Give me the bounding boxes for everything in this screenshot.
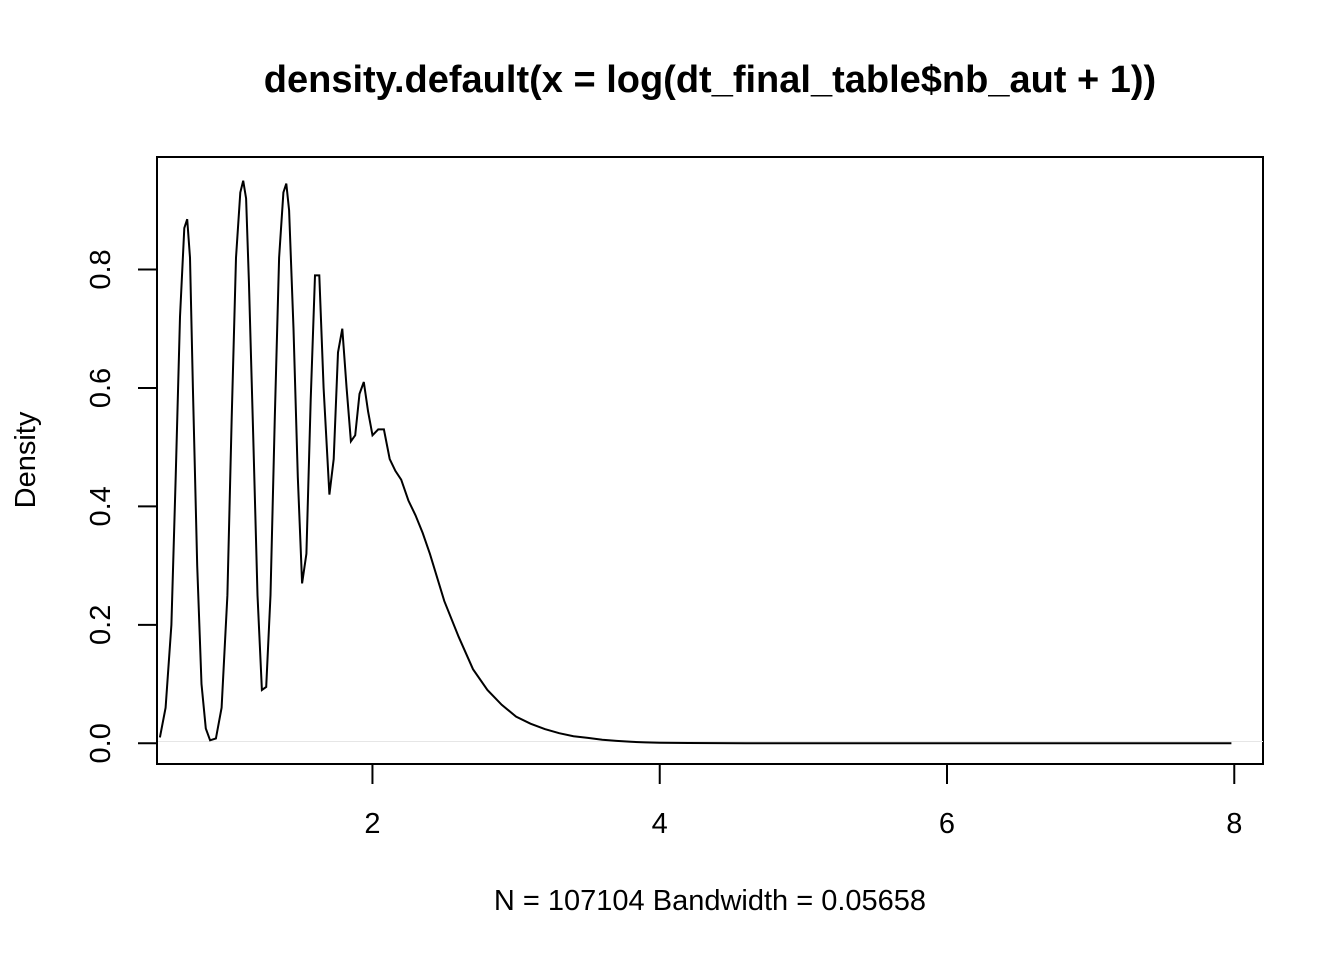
x-tick-label: 6 xyxy=(939,808,955,840)
y-tick-label: 0.6 xyxy=(85,368,117,408)
x-axis: 2 4 6 8 xyxy=(364,763,1242,840)
y-axis: 0.0 0.2 0.4 0.6 0.8 xyxy=(85,249,158,763)
x-tick-label: 2 xyxy=(364,808,380,840)
y-tick-label: 0.0 xyxy=(85,723,117,763)
x-axis-label: N = 107104 Bandwidth = 0.05658 xyxy=(494,885,926,917)
plot-frame xyxy=(156,156,1264,765)
y-tick-label: 0.8 xyxy=(85,249,117,289)
x-tick-label: 8 xyxy=(1226,808,1242,840)
chart-title: density.default(x = log(dt_final_table$n… xyxy=(264,59,1156,101)
x-tick-label: 4 xyxy=(652,808,668,840)
density-curve-line xyxy=(158,180,1232,745)
y-tick-label: 0.2 xyxy=(85,605,117,645)
y-axis-label: Density xyxy=(10,411,42,508)
density-curve-layer xyxy=(158,180,1232,745)
y-tick-label: 0.4 xyxy=(85,486,117,526)
